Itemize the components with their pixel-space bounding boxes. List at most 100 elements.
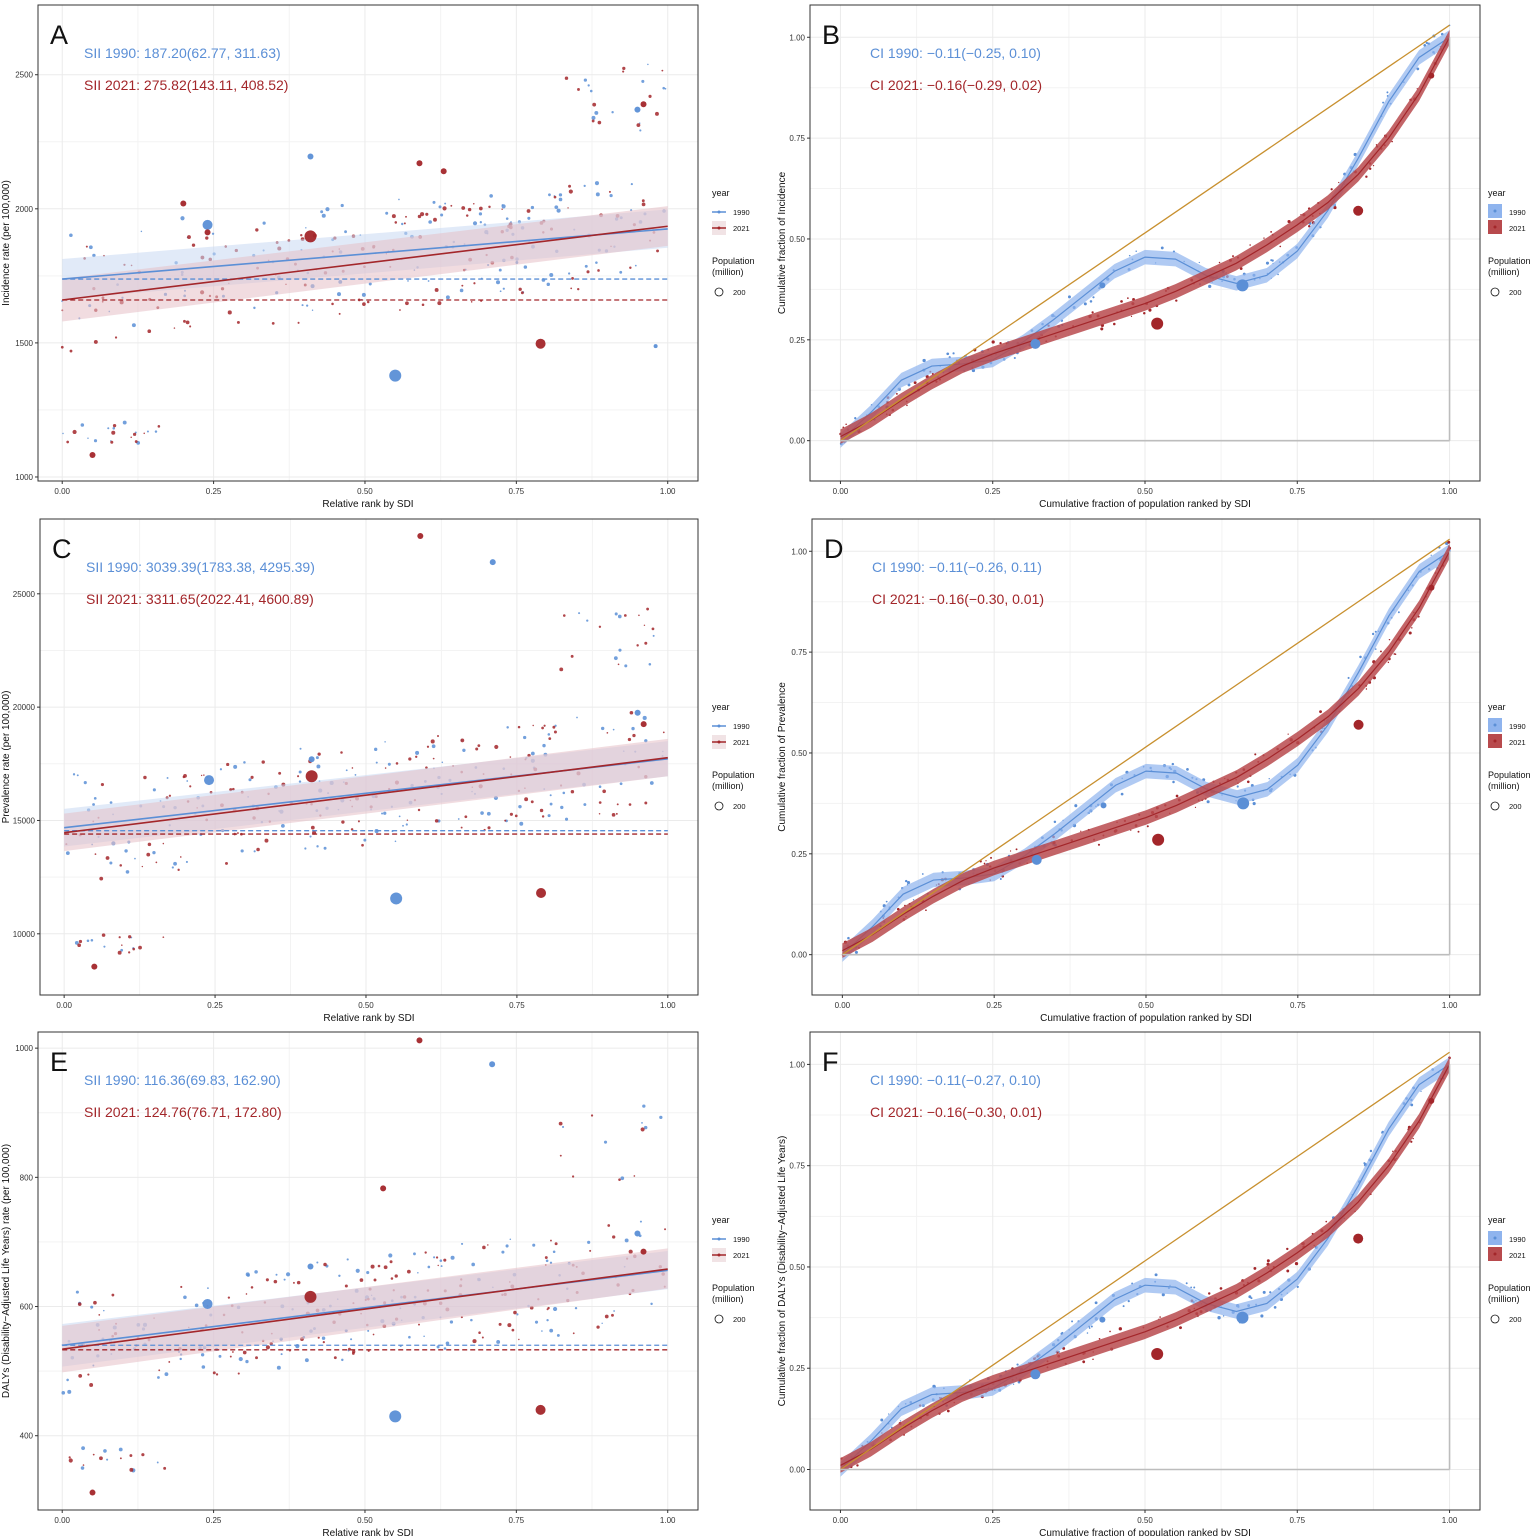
scatter-point-1990 xyxy=(436,1345,440,1349)
x-tick-label: 0.00 xyxy=(54,487,70,496)
scatter-point-2021 xyxy=(1428,72,1435,79)
scatter-point-2021 xyxy=(1146,825,1149,828)
x-tick-label: 0.50 xyxy=(357,1516,373,1525)
scatter-point-2021 xyxy=(182,775,186,779)
scatter-point-1990 xyxy=(449,1320,454,1324)
scatter-point-1990 xyxy=(619,270,623,274)
scatter-point-2021 xyxy=(434,288,439,292)
scatter-point-1990 xyxy=(885,900,888,903)
scatter-point-1990 xyxy=(472,221,478,226)
scatter-point-1990 xyxy=(471,1262,475,1267)
y-tick-label: 10000 xyxy=(13,930,36,939)
scatter-point-2021 xyxy=(627,737,632,742)
scatter-point-1990 xyxy=(479,221,482,224)
scatter-point-2021 xyxy=(372,1333,375,1336)
x-tick-label: 0.75 xyxy=(509,487,525,496)
scatter-point-2021 xyxy=(1120,300,1123,303)
scatter-point-1990 xyxy=(103,945,106,948)
scatter-point-1990 xyxy=(523,265,528,269)
scatter-point-2021 xyxy=(111,1293,115,1297)
legend-pop-title: Population xyxy=(712,1283,755,1293)
legend-label-2021: 2021 xyxy=(1509,1251,1526,1260)
scatter-point-1990 xyxy=(548,193,551,197)
scatter-point-1990 xyxy=(1161,1293,1165,1297)
scatter-point-2021 xyxy=(461,284,464,287)
scatter-point-2021 xyxy=(78,1373,83,1378)
scatter-point-2021 xyxy=(1118,1327,1122,1331)
scatter-point-2021 xyxy=(121,944,123,946)
scatter-point-2021 xyxy=(215,1373,219,1376)
scatter-point-2021 xyxy=(520,291,524,295)
scatter-point-2021 xyxy=(1253,1266,1257,1270)
scatter-point-1990 xyxy=(564,817,569,821)
scatter-point-2021 xyxy=(536,888,547,898)
scatter-point-1990 xyxy=(122,420,127,425)
scatter-point-2021 xyxy=(242,1350,247,1355)
scatter-point-2021 xyxy=(562,614,566,617)
scatter-point-1990 xyxy=(1206,800,1210,804)
scatter-point-2021 xyxy=(273,1279,278,1284)
scatter-point-1990 xyxy=(1083,302,1087,306)
legend-title: year xyxy=(712,702,730,712)
scatter-point-1990 xyxy=(587,84,590,87)
scatter-point-2021 xyxy=(1408,631,1412,635)
scatter-point-2021 xyxy=(1286,1247,1289,1251)
scatter-point-2021 xyxy=(1175,794,1179,798)
scatter-point-2021 xyxy=(1263,237,1265,239)
scatter-point-1990 xyxy=(285,1272,291,1277)
scatter-point-2021 xyxy=(1249,244,1251,246)
legend-pop-title: Population xyxy=(1488,1283,1531,1293)
scatter-point-2021 xyxy=(518,287,522,291)
scatter-point-1990 xyxy=(1237,797,1250,810)
scatter-point-2021 xyxy=(264,838,269,843)
scatter-point-2021 xyxy=(437,301,442,306)
scatter-point-2021 xyxy=(501,208,503,210)
scatter-point-2021 xyxy=(526,209,531,213)
legend-size-label: 200 xyxy=(733,802,746,811)
y-tick-label: 1.00 xyxy=(789,33,805,42)
scatter-point-1990 xyxy=(1094,1301,1098,1305)
y-tick-label: 0.00 xyxy=(789,437,805,446)
scatter-point-1990 xyxy=(316,845,319,848)
scatter-point-2021 xyxy=(415,755,418,758)
scatter-point-2021 xyxy=(300,234,303,237)
scatter-point-1990 xyxy=(301,304,304,307)
scatter-point-1990 xyxy=(124,849,128,853)
legend-label-1990: 1990 xyxy=(733,722,750,731)
scatter-point-1990 xyxy=(398,815,401,818)
scatter-point-2021 xyxy=(304,1290,317,1303)
scatter-point-2021 xyxy=(598,625,602,628)
scatter-point-2021 xyxy=(1279,245,1282,248)
y-tick-label: 1.00 xyxy=(789,1060,805,1069)
scatter-point-1990 xyxy=(164,1372,169,1377)
scatter-point-2021 xyxy=(478,1331,481,1334)
legend-title: year xyxy=(712,188,730,198)
scatter-point-1990 xyxy=(1193,1286,1196,1289)
scatter-point-2021 xyxy=(1411,627,1413,629)
scatter-point-2021 xyxy=(168,1361,171,1363)
scatter-point-2021 xyxy=(261,760,265,764)
scatter-point-2021 xyxy=(1270,231,1273,233)
x-tick-label: 0.25 xyxy=(986,1001,1002,1010)
scatter-point-1990 xyxy=(92,803,95,806)
legend-pop-unit: (million) xyxy=(712,1294,744,1304)
scatter-point-2021 xyxy=(1109,1330,1111,1333)
scatter-point-2021 xyxy=(82,1464,85,1466)
scatter-point-1990 xyxy=(207,1287,209,1290)
scatter-point-1990 xyxy=(912,899,915,901)
x-tick-label: 0.50 xyxy=(357,487,373,496)
scatter-point-1990 xyxy=(650,1302,653,1306)
scatter-point-2021 xyxy=(1353,1233,1364,1244)
scatter-point-1990 xyxy=(152,850,156,855)
annotation-1990: CI 1990: −0.11(−0.27, 0.10) xyxy=(870,1072,1041,1088)
scatter-point-2021 xyxy=(640,1248,647,1255)
scatter-point-1990 xyxy=(549,272,554,277)
legend-dot-2021 xyxy=(717,226,721,230)
scatter-point-2021 xyxy=(568,189,573,194)
y-tick-label: 2500 xyxy=(15,71,33,80)
scatter-point-2021 xyxy=(430,739,435,744)
scatter-point-2021 xyxy=(475,747,479,751)
scatter-point-2021 xyxy=(361,843,364,847)
legend-pop-unit: (million) xyxy=(1488,1294,1520,1304)
scatter-point-1990 xyxy=(109,801,113,804)
